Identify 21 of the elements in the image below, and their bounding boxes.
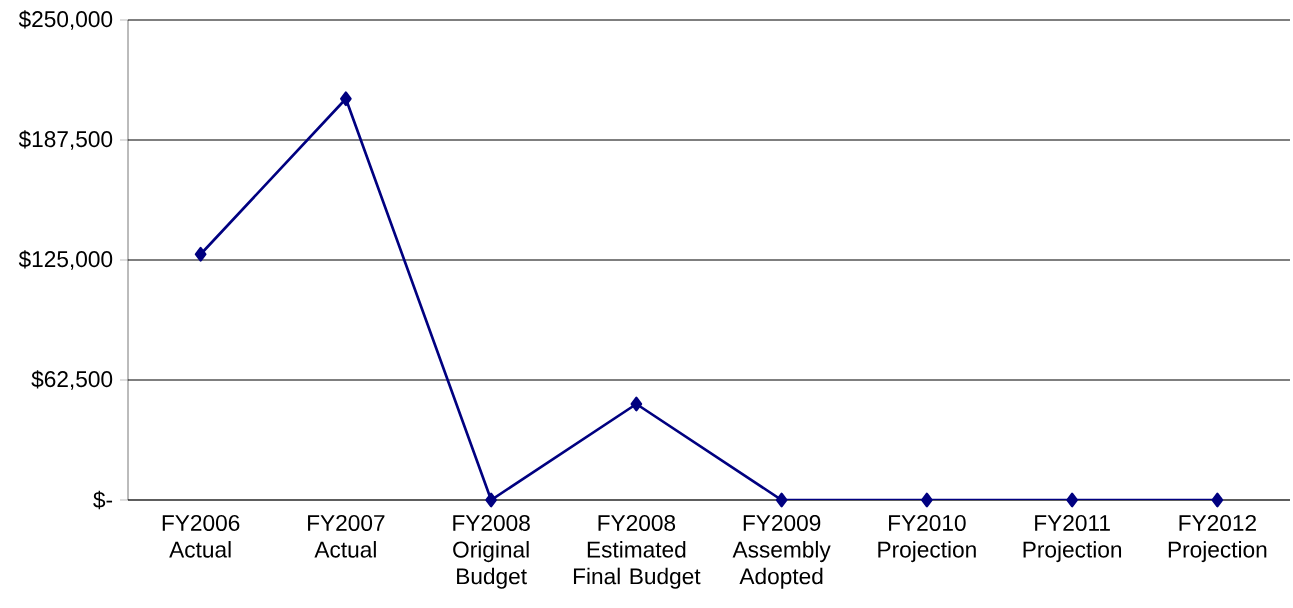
x-tick-label: FY2008 Estimated Final Budget [573, 514, 701, 589]
point [485, 492, 497, 508]
y-tick-label: $- [93, 490, 113, 510]
point [340, 91, 352, 107]
point [921, 492, 933, 508]
x-tick-label: FY2008 Original Budget [453, 514, 530, 589]
y-tick-label: $187,500 [18, 130, 113, 150]
point [194, 246, 207, 262]
x-tick-label: FY2006 Actual [162, 514, 240, 558]
x-tick-label: FY2011 Projection [1023, 514, 1122, 563]
x-tick-label: FY2010 Projection [878, 514, 976, 563]
x-tick-label: FY2009 Assembly Adopted [732, 514, 831, 589]
point [775, 492, 788, 508]
x-tick-label: FY2012 Projection [1168, 514, 1267, 563]
x-tick-label: FY2007 Actual [308, 514, 385, 558]
point [1066, 492, 1078, 508]
point [630, 396, 643, 412]
point [1211, 492, 1224, 508]
y-tick-label: $250,000 [18, 10, 113, 30]
y-tick-label: $125,000 [18, 250, 113, 270]
y-tick-label: $62,500 [31, 370, 113, 390]
